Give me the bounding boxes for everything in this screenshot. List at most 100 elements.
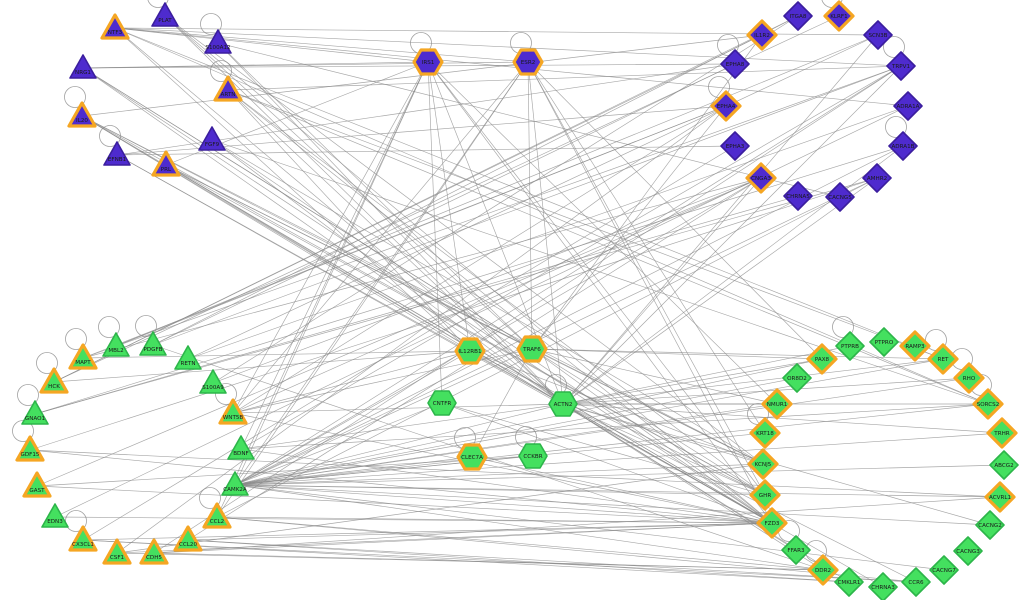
- node-ESR2[interactable]: ESR2: [512, 48, 544, 76]
- node-RHO[interactable]: RHO: [953, 362, 985, 394]
- edge-BDNF-FZD3: [240, 448, 773, 524]
- node-CCL2[interactable]: CCL2: [202, 502, 232, 529]
- node-KLRF1[interactable]: KLRF1: [823, 0, 855, 32]
- node-EDN3[interactable]: EDN3: [41, 503, 69, 528]
- node-PDGFB[interactable]: PDGFB: [139, 331, 167, 356]
- node-IRS1[interactable]: IRS1: [412, 48, 444, 76]
- node-MBL2[interactable]: MBL2: [102, 332, 130, 357]
- node-CCL20[interactable]: CCL20: [173, 525, 203, 552]
- edge-ARTN-GHR: [227, 89, 766, 496]
- node-TRAF6[interactable]: TRAF6: [516, 335, 548, 363]
- edge-CNTFR-FZD3: [441, 402, 773, 524]
- node-NRG1[interactable]: NRG1: [69, 54, 97, 79]
- node-CACNG7[interactable]: CACNG7: [929, 555, 959, 585]
- node-CHRNA3[interactable]: CHRNA3: [868, 572, 898, 600]
- node-MAPT[interactable]: MAPT: [68, 343, 98, 370]
- triangle-node-shape: [202, 502, 232, 529]
- edge-IL12RB1-CAMK2A: [234, 350, 471, 486]
- node-IL12RB1[interactable]: IL12RB1: [454, 337, 486, 365]
- diamond-node-shape: [807, 554, 839, 586]
- edge-CAMK2A-RET: [234, 358, 944, 486]
- edge-GDF15-AMHR2: [29, 177, 878, 451]
- node-RET[interactable]: RET: [927, 343, 959, 375]
- node-KRT18[interactable]: KRT18: [749, 417, 781, 449]
- edge-ACTN2-SCN3B: [562, 34, 879, 405]
- edge-ESR2-GHR: [527, 61, 766, 496]
- node-EPHA3[interactable]: EPHA3: [720, 131, 750, 161]
- node-ADRA1A[interactable]: ADRA1A: [893, 91, 923, 121]
- diamond-node-shape: [783, 1, 813, 31]
- edge-TRAF6-PAX8: [531, 348, 823, 360]
- edge-ARTN-FZD3: [227, 89, 773, 524]
- triangle-node-shape: [198, 126, 226, 151]
- edge-FGF9-ACTN2: [211, 139, 564, 405]
- edges-layer: [29, 15, 1005, 588]
- edge-IL20-IL12RB1: [81, 115, 471, 352]
- diamond-node-shape: [746, 19, 778, 51]
- node-CACNG3[interactable]: CACNG3: [953, 536, 983, 566]
- node-ABCG2[interactable]: ABCG2: [989, 450, 1019, 480]
- diamond-node-shape: [747, 448, 779, 480]
- node-CLEC7A[interactable]: CLEC7A: [456, 443, 488, 471]
- node-ACVRL1[interactable]: ACVRL1: [984, 481, 1016, 513]
- triangle-node-shape: [102, 538, 132, 565]
- triangle-node-shape: [103, 141, 131, 166]
- node-CNGA3[interactable]: CNGA3: [745, 162, 777, 194]
- triangle-node-shape: [39, 367, 69, 394]
- diamond-node-shape: [745, 162, 777, 194]
- edge-ACTN2-TRHR: [562, 403, 1003, 434]
- node-CMKLR1[interactable]: CMKLR1: [834, 567, 864, 597]
- node-HCK[interactable]: HCK: [39, 367, 69, 394]
- node-GNAO1[interactable]: GNAO1: [21, 400, 49, 425]
- node-PTPRO[interactable]: PTPRO: [869, 327, 899, 357]
- triangle-node-shape: [68, 525, 98, 552]
- node-AMHR2[interactable]: AMHR2: [862, 163, 892, 193]
- edge-ACTN2-DDR2: [562, 403, 824, 571]
- node-CCKBR[interactable]: CCKBR: [518, 443, 548, 469]
- node-ITGA8[interactable]: ITGA8: [783, 1, 813, 31]
- edge-CDH5-FZD3: [153, 522, 773, 554]
- node-CACNG2[interactable]: CACNG2: [975, 510, 1005, 540]
- node-IL20[interactable]: IL20: [67, 101, 97, 128]
- node-RETN[interactable]: RETN: [174, 345, 202, 370]
- node-S100A9[interactable]: S100A9: [199, 369, 227, 394]
- triangle-node-shape: [41, 503, 69, 528]
- edge-TRAF6-KCNJ5: [531, 348, 764, 465]
- node-CX3CL1[interactable]: CX3CL1: [68, 525, 98, 552]
- node-FGF9[interactable]: FGF9: [198, 126, 226, 151]
- node-GDF15[interactable]: GDF15: [15, 435, 45, 462]
- node-RAMP3[interactable]: RAMP3: [899, 330, 931, 362]
- node-CCR6[interactable]: CCR6: [901, 567, 931, 597]
- edge-TRAF6-CLEC7A: [471, 348, 533, 458]
- node-EPHA8[interactable]: EPHA8: [720, 49, 750, 79]
- edge-ACTN2-FFAR3: [562, 403, 797, 551]
- edge-GAST-CNGA3: [36, 177, 762, 487]
- diamond-node-shape: [862, 163, 892, 193]
- node-SORCS2[interactable]: SORCS2: [972, 388, 1004, 420]
- self-loop-S100A12: [200, 13, 222, 35]
- edge-IL20-TRAF6: [81, 115, 533, 350]
- node-TRHR[interactable]: TRHR: [986, 417, 1018, 449]
- node-CACNG5[interactable]: CACNG5: [825, 182, 855, 212]
- node-NTF3[interactable]: NTF3: [100, 13, 130, 40]
- node-CHRNA5[interactable]: CHRNA5: [783, 181, 813, 211]
- node-CNTFR[interactable]: CNTFR: [427, 390, 457, 416]
- node-ADRA1B[interactable]: ADRA1B: [888, 131, 918, 161]
- node-EPHA4[interactable]: EPHA4: [710, 90, 742, 122]
- edge-IL12RB1-HCK: [53, 350, 471, 383]
- diamond-node-shape: [823, 0, 855, 32]
- node-PLAT[interactable]: PLAT: [151, 2, 179, 27]
- node-WNT5B[interactable]: WNT5B: [218, 398, 248, 425]
- node-ACTN2[interactable]: ACTN2: [548, 391, 578, 417]
- node-GAST[interactable]: GAST: [22, 471, 52, 498]
- node-FFAR3[interactable]: FFAR3: [781, 535, 811, 565]
- node-SCN3B[interactable]: SCN3B: [863, 20, 893, 50]
- node-OR8D2[interactable]: OR8D2: [782, 363, 812, 393]
- diamond-node-shape: [927, 343, 959, 375]
- edge-IL20-GHR: [81, 115, 766, 496]
- edge-CAMK2A-AMHR2: [234, 177, 878, 486]
- node-PTPRB[interactable]: PTPRB: [835, 331, 865, 361]
- self-loop-PTPRB: [832, 316, 854, 338]
